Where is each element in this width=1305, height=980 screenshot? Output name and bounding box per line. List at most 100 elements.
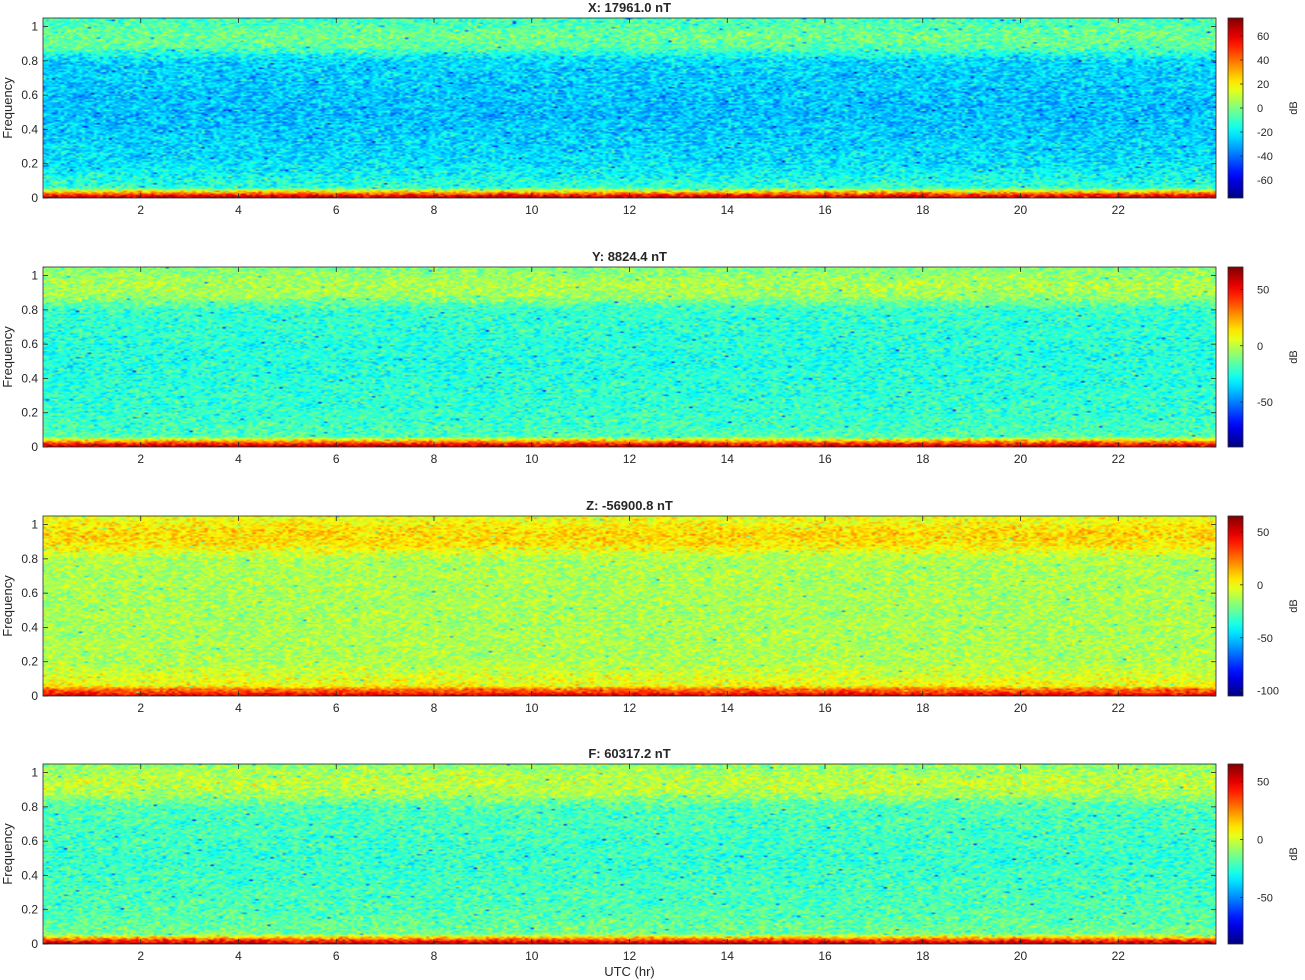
x-tick-label: 12	[623, 452, 637, 466]
colorbar	[1227, 266, 1244, 448]
colorbar-tick-label: 20	[1257, 79, 1269, 91]
colorbar-label: dB	[1288, 101, 1300, 114]
x-tick-label: 12	[623, 701, 637, 715]
x-tick-label: 22	[1112, 452, 1126, 466]
colorbar-tick-label: -50	[1257, 397, 1273, 409]
y-tick-label: 0.2	[21, 903, 38, 917]
colorbar-tick-label: 0	[1257, 834, 1263, 846]
colorbar-tick-label: -20	[1257, 127, 1273, 139]
y-tick-label: 0.4	[21, 122, 38, 136]
x-tick-label: 18	[916, 203, 930, 217]
x-tick-label: 10	[525, 701, 539, 715]
x-tick-label: 14	[721, 452, 735, 466]
colorbar	[1227, 515, 1244, 697]
x-tick-label: 4	[235, 452, 242, 466]
y-tick-label: 0	[31, 689, 38, 703]
x-tick-label: 10	[525, 949, 539, 963]
y-tick-label: 0	[31, 937, 38, 951]
y-axis-label: Frequency	[0, 823, 15, 885]
y-tick-label: 0.4	[21, 620, 38, 634]
panel-title: F: 60317.2 nT	[588, 746, 670, 761]
y-tick-label: 1	[31, 20, 38, 34]
spectrogram-image	[43, 516, 1216, 696]
x-tick-label: 6	[333, 452, 340, 466]
x-tick-label: 22	[1112, 701, 1126, 715]
colorbar-tick-label: 50	[1257, 527, 1269, 539]
colorbar-label: dB	[1288, 350, 1300, 363]
spectrogram-panel: X: 17961.0 nT2 4 6 8 10 12 14 16 18 20 2200.20.40.…	[0, 0, 1300, 217]
x-tick-label: 22	[1112, 203, 1126, 217]
colorbar-tick-label: 0	[1257, 580, 1263, 592]
x-tick-label: 14	[721, 949, 735, 963]
x-tick-label: 6	[333, 701, 340, 715]
y-tick-label: 0.4	[21, 371, 38, 385]
panel-title: Y: 8824.4 nT	[592, 249, 667, 264]
y-tick-label: 1	[31, 518, 38, 532]
y-tick-label: 0.2	[21, 655, 38, 669]
y-tick-label: 1	[31, 766, 38, 780]
y-tick-label: 0.2	[21, 157, 38, 171]
colorbar-tick-label: 60	[1257, 31, 1269, 43]
spectrogram-image	[43, 764, 1216, 944]
y-tick-label: 0.6	[21, 834, 38, 848]
x-tick-label: 12	[623, 949, 637, 963]
x-tick-label: 22	[1112, 949, 1126, 963]
x-tick-label: 16	[818, 203, 832, 217]
x-tick-label: 8	[431, 203, 438, 217]
y-tick-label: 1	[31, 269, 38, 283]
spectrogram-panel: Y: 8824.4 nT 2 4 6 8 10 12 14 16 18 20 22 0 0.2 0.4 0.6…	[0, 249, 1300, 466]
y-tick-label: 0.2	[21, 406, 38, 420]
y-tick-label: 0	[31, 191, 38, 205]
x-tick-label: 20	[1014, 452, 1028, 466]
x-axis-label: UTC (hr)	[604, 964, 655, 979]
x-tick-label: 2	[137, 701, 144, 715]
colorbar-tick-label: 50	[1257, 776, 1269, 788]
x-tick-label: 6	[333, 949, 340, 963]
y-tick-label: 0.6	[21, 586, 38, 600]
y-axis-label: Frequency	[0, 77, 15, 139]
x-tick-label: 20	[1014, 203, 1028, 217]
x-tick-label: 4	[235, 203, 242, 217]
x-tick-label: 6	[333, 203, 340, 217]
spectrogram-image	[43, 267, 1216, 447]
x-tick-label: 8	[431, 452, 438, 466]
colorbar-label: dB	[1288, 847, 1300, 860]
y-tick-label: 0.8	[21, 303, 38, 317]
x-tick-label: 18	[916, 701, 930, 715]
y-tick-label: 0	[31, 440, 38, 454]
colorbar-tick-label: -100	[1257, 686, 1279, 698]
x-tick-label: 16	[818, 701, 832, 715]
x-tick-label: 4	[235, 701, 242, 715]
panel-title: X: 17961.0 nT	[588, 0, 671, 15]
y-tick-label: 0.8	[21, 54, 38, 68]
panel-title: Z: -56900.8 nT	[586, 498, 673, 513]
x-tick-label: 12	[623, 203, 637, 217]
colorbar-tick-label: 50	[1257, 285, 1269, 297]
y-tick-label: 0.6	[21, 337, 38, 351]
x-tick-label: 18	[916, 452, 930, 466]
x-tick-label: 14	[721, 203, 735, 217]
colorbar-tick-label: -50	[1257, 633, 1273, 645]
y-axis-label: Frequency	[0, 326, 15, 388]
colorbar	[1227, 763, 1244, 945]
x-tick-label: 16	[818, 452, 832, 466]
x-tick-label: 16	[818, 949, 832, 963]
colorbar-tick-label: 0	[1257, 103, 1263, 115]
x-tick-label: 8	[431, 701, 438, 715]
colorbar-tick-label: -40	[1257, 151, 1273, 163]
x-tick-label: 4	[235, 949, 242, 963]
colorbar-tick-label: -50	[1257, 893, 1273, 905]
x-tick-label: 10	[525, 203, 539, 217]
colorbar-label: dB	[1288, 599, 1300, 612]
spectrogram-panel: F: 60317.2 nT2 4 6 8 10 12 14 16 18 20 2200.20.40.…	[0, 746, 1300, 979]
x-tick-label: 2	[137, 452, 144, 466]
y-tick-label: 0.8	[21, 800, 38, 814]
x-tick-label: 20	[1014, 701, 1028, 715]
x-tick-label: 2	[137, 949, 144, 963]
y-tick-label: 0.4	[21, 868, 38, 882]
x-tick-label: 10	[525, 452, 539, 466]
y-tick-label: 0.8	[21, 552, 38, 566]
colorbar-tick-label: -60	[1257, 175, 1273, 187]
x-tick-label: 20	[1014, 949, 1028, 963]
